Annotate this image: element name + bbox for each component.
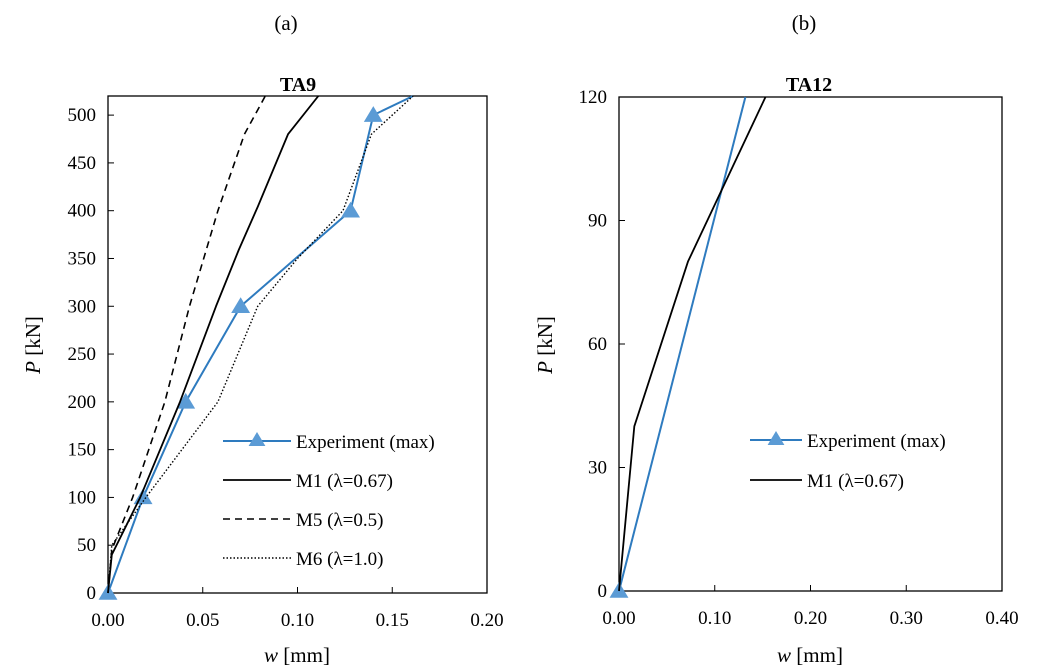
- x-tick-label: 0.05: [186, 610, 219, 631]
- y-tick-label: 0: [87, 583, 97, 604]
- y-tick-label: 150: [68, 440, 97, 461]
- x-axis-label-a: w [mm]: [264, 643, 330, 667]
- y-tick-label: 350: [68, 248, 97, 269]
- chart-title-a: TA9: [280, 74, 316, 96]
- y-tick-label: 50: [77, 535, 96, 556]
- x-axis-unit-a: [mm]: [278, 643, 330, 667]
- data-point-marker: [176, 392, 196, 409]
- x-tick-label: 0.00: [91, 610, 124, 631]
- legend-swatch-marker: [248, 432, 266, 446]
- y-tick-label: 200: [68, 392, 97, 413]
- series-line-dotted: [107, 95, 414, 594]
- y-axis-label-a: P [kN]: [21, 316, 45, 375]
- x-axis-label-b: w [mm]: [777, 643, 843, 667]
- chart-panel-a: (a) TA9 0 50 100 150 200 250 300 350 400 450 500 0…: [21, 11, 504, 667]
- y-tick-label: 450: [68, 153, 97, 174]
- y-tick-label: 300: [68, 296, 97, 317]
- y-tick-label: 400: [68, 201, 97, 222]
- chart-title-b: TA12: [786, 74, 832, 96]
- series-group-b: [609, 96, 767, 598]
- y-tick-label: 100: [68, 487, 97, 508]
- legend-entry-label: Experiment (max): [296, 432, 435, 453]
- x-tick-label: 0.30: [890, 608, 923, 629]
- y-tick-label: 120: [579, 87, 608, 108]
- y-axis-label-b: P [kN]: [533, 316, 557, 375]
- x-axis-unit-b: [mm]: [791, 643, 843, 667]
- x-axis-var-a: w: [264, 643, 278, 667]
- series-group-a: [98, 95, 414, 600]
- x-tick-label: 0.15: [376, 610, 409, 631]
- legend-entry-label: Experiment (max): [807, 431, 946, 452]
- y-tick-label: 0: [598, 581, 608, 602]
- legend-entry-label: M5 (λ=0.5): [296, 510, 383, 531]
- y-tick-label: 30: [588, 458, 607, 479]
- x-ticks-b: 0.00 0.10 0.20 0.30 0.40: [602, 585, 1019, 629]
- y-axis-unit-b: [kN]: [533, 316, 557, 361]
- x-tick-label: 0.40: [985, 608, 1018, 629]
- legend-entry-label: M1 (λ=0.67): [807, 471, 904, 492]
- series-line-solid: [618, 96, 767, 592]
- y-ticks-b: 0 30 60 90 120: [579, 87, 625, 602]
- y-axis-unit-a: [kN]: [21, 316, 45, 361]
- legend-b: Experiment (max) M1 (λ=0.67): [750, 431, 946, 492]
- y-tick-label: 60: [588, 334, 607, 355]
- y-axis-var-a: P: [21, 361, 45, 375]
- x-axis-var-b: w: [777, 643, 791, 667]
- series-line-solid-marker: [618, 96, 747, 592]
- data-point-marker: [341, 201, 361, 218]
- x-tick-label: 0.10: [698, 608, 731, 629]
- x-ticks-a: 0.00 0.05 0.10 0.15 0.20: [91, 587, 504, 631]
- data-point-marker: [363, 106, 383, 122]
- y-ticks-a: 0 50 100 150 200 250 300 350 400 450 500: [68, 105, 114, 604]
- x-tick-label: 0.00: [602, 608, 635, 629]
- chart-panel-b: (b) TA12 0 30 60 90 120 0.00 0.10 0.20 0.30 0.40…: [533, 11, 1019, 667]
- panel-label-a: (a): [274, 11, 297, 35]
- x-tick-label: 0.20: [794, 608, 827, 629]
- y-tick-label: 90: [588, 211, 607, 232]
- legend-a: Experiment (max) M1 (λ=0.67) M5 (λ=0.5) M6 …: [223, 432, 435, 570]
- series-line-solid: [107, 95, 320, 594]
- data-point-marker: [231, 297, 251, 314]
- plot-frame-b: [618, 96, 1003, 592]
- y-tick-label: 250: [68, 344, 97, 365]
- y-axis-var-b: P: [533, 361, 557, 375]
- x-tick-label: 0.20: [470, 610, 503, 631]
- legend-entry-label: M6 (λ=1.0): [296, 549, 383, 570]
- panel-label-b: (b): [792, 11, 817, 35]
- legend-entry-label: M1 (λ=0.67): [296, 471, 393, 492]
- legend-swatch-marker: [767, 431, 785, 445]
- x-tick-label: 0.10: [281, 610, 314, 631]
- y-tick-label: 500: [68, 105, 97, 126]
